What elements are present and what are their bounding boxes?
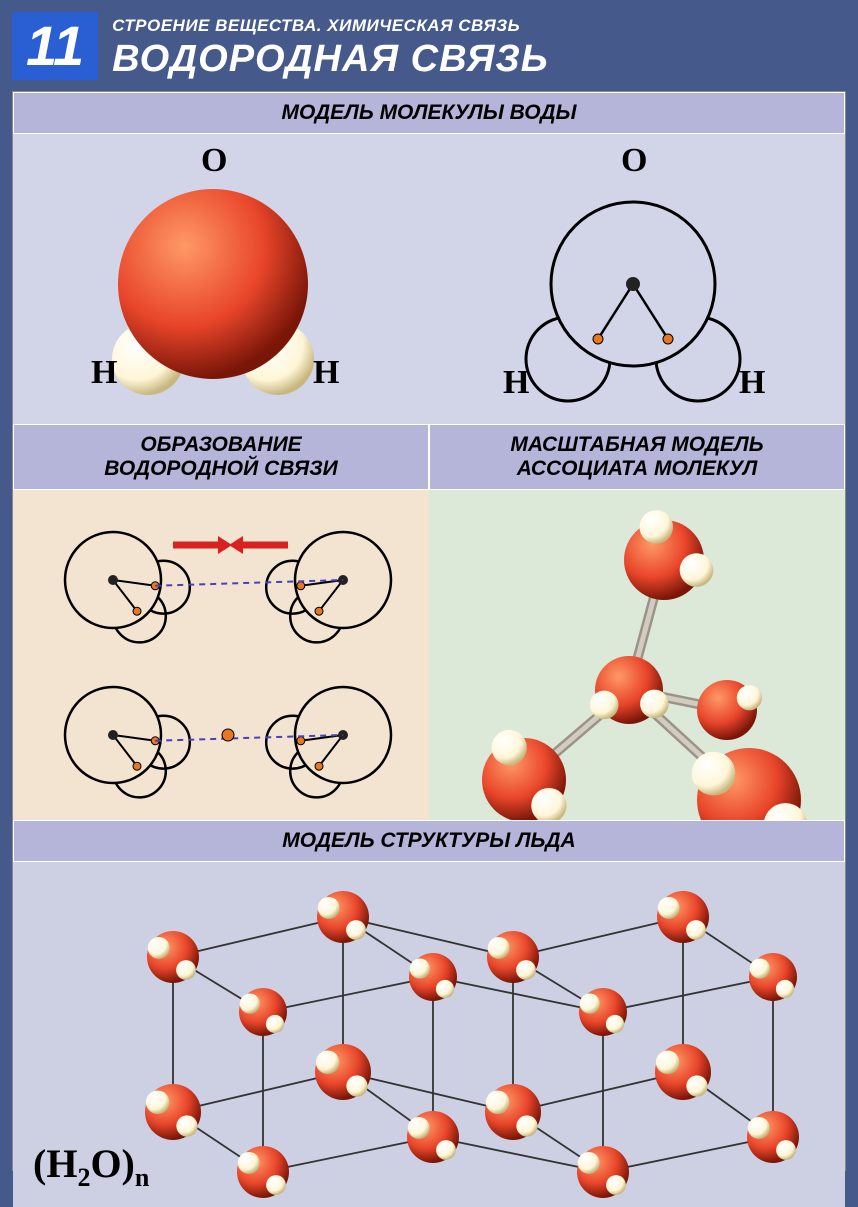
associate-diagram — [429, 490, 845, 820]
main-title: ВОДОРОДНАЯ СВЯЗЬ — [112, 38, 549, 81]
water-model-diagram — [13, 134, 845, 424]
panel-header-line: ВОДОРОДНОЙ СВЯЗИ — [104, 457, 338, 480]
label-hydrogen: H — [739, 364, 765, 402]
panel-header-line: МАСШТАБНАЯ МОДЕЛЬ — [510, 433, 763, 456]
label-hydrogen: H — [91, 354, 117, 392]
page-header: 11 СТРОЕНИЕ ВЕЩЕСТВА. ХИМИЧЕСКАЯ СВЯЗЬ В… — [12, 12, 846, 81]
poster-grid: МОДЕЛЬ МОЛЕКУЛЫ ВОДЫ O H H O H H ОБРАЗОВ… — [12, 91, 846, 1171]
label-hydrogen: H — [313, 354, 339, 392]
panel-header: МОДЕЛЬ СТРУКТУРЫ ЛЬДА — [13, 820, 845, 862]
label-hydrogen: H — [503, 364, 529, 402]
panel-header: МАСШТАБНАЯ МОДЕЛЬ АССОЦИАТА МОЛЕКУЛ — [429, 424, 845, 490]
panel-header-line: АССОЦИАТА МОЛЕКУЛ — [517, 457, 758, 480]
panel-header: МОДЕЛЬ МОЛЕКУЛЫ ВОДЫ — [13, 92, 845, 134]
panel-associate: МАСШТАБНАЯ МОДЕЛЬ АССОЦИАТА МОЛЕКУЛ — [429, 424, 845, 820]
formula-label: (H2O)n — [33, 1140, 149, 1193]
chapter-badge: 11 — [12, 12, 98, 80]
panel-water-model: МОДЕЛЬ МОЛЕКУЛЫ ВОДЫ O H H O H H — [13, 92, 845, 424]
panel-hbond-formation: ОБРАЗОВАНИЕ ВОДОРОДНОЙ СВЯЗИ — [13, 424, 429, 820]
hbond-diagram — [13, 490, 429, 820]
panel-ice-structure: МОДЕЛЬ СТРУКТУРЫ ЛЬДА (H2O)n — [13, 820, 845, 1207]
label-oxygen: O — [621, 142, 647, 180]
label-oxygen: O — [201, 142, 227, 180]
suptitle: СТРОЕНИЕ ВЕЩЕСТВА. ХИМИЧЕСКАЯ СВЯЗЬ — [112, 16, 549, 36]
panel-header-line: ОБРАЗОВАНИЕ — [140, 433, 301, 456]
panel-header: ОБРАЗОВАНИЕ ВОДОРОДНОЙ СВЯЗИ — [13, 424, 429, 490]
